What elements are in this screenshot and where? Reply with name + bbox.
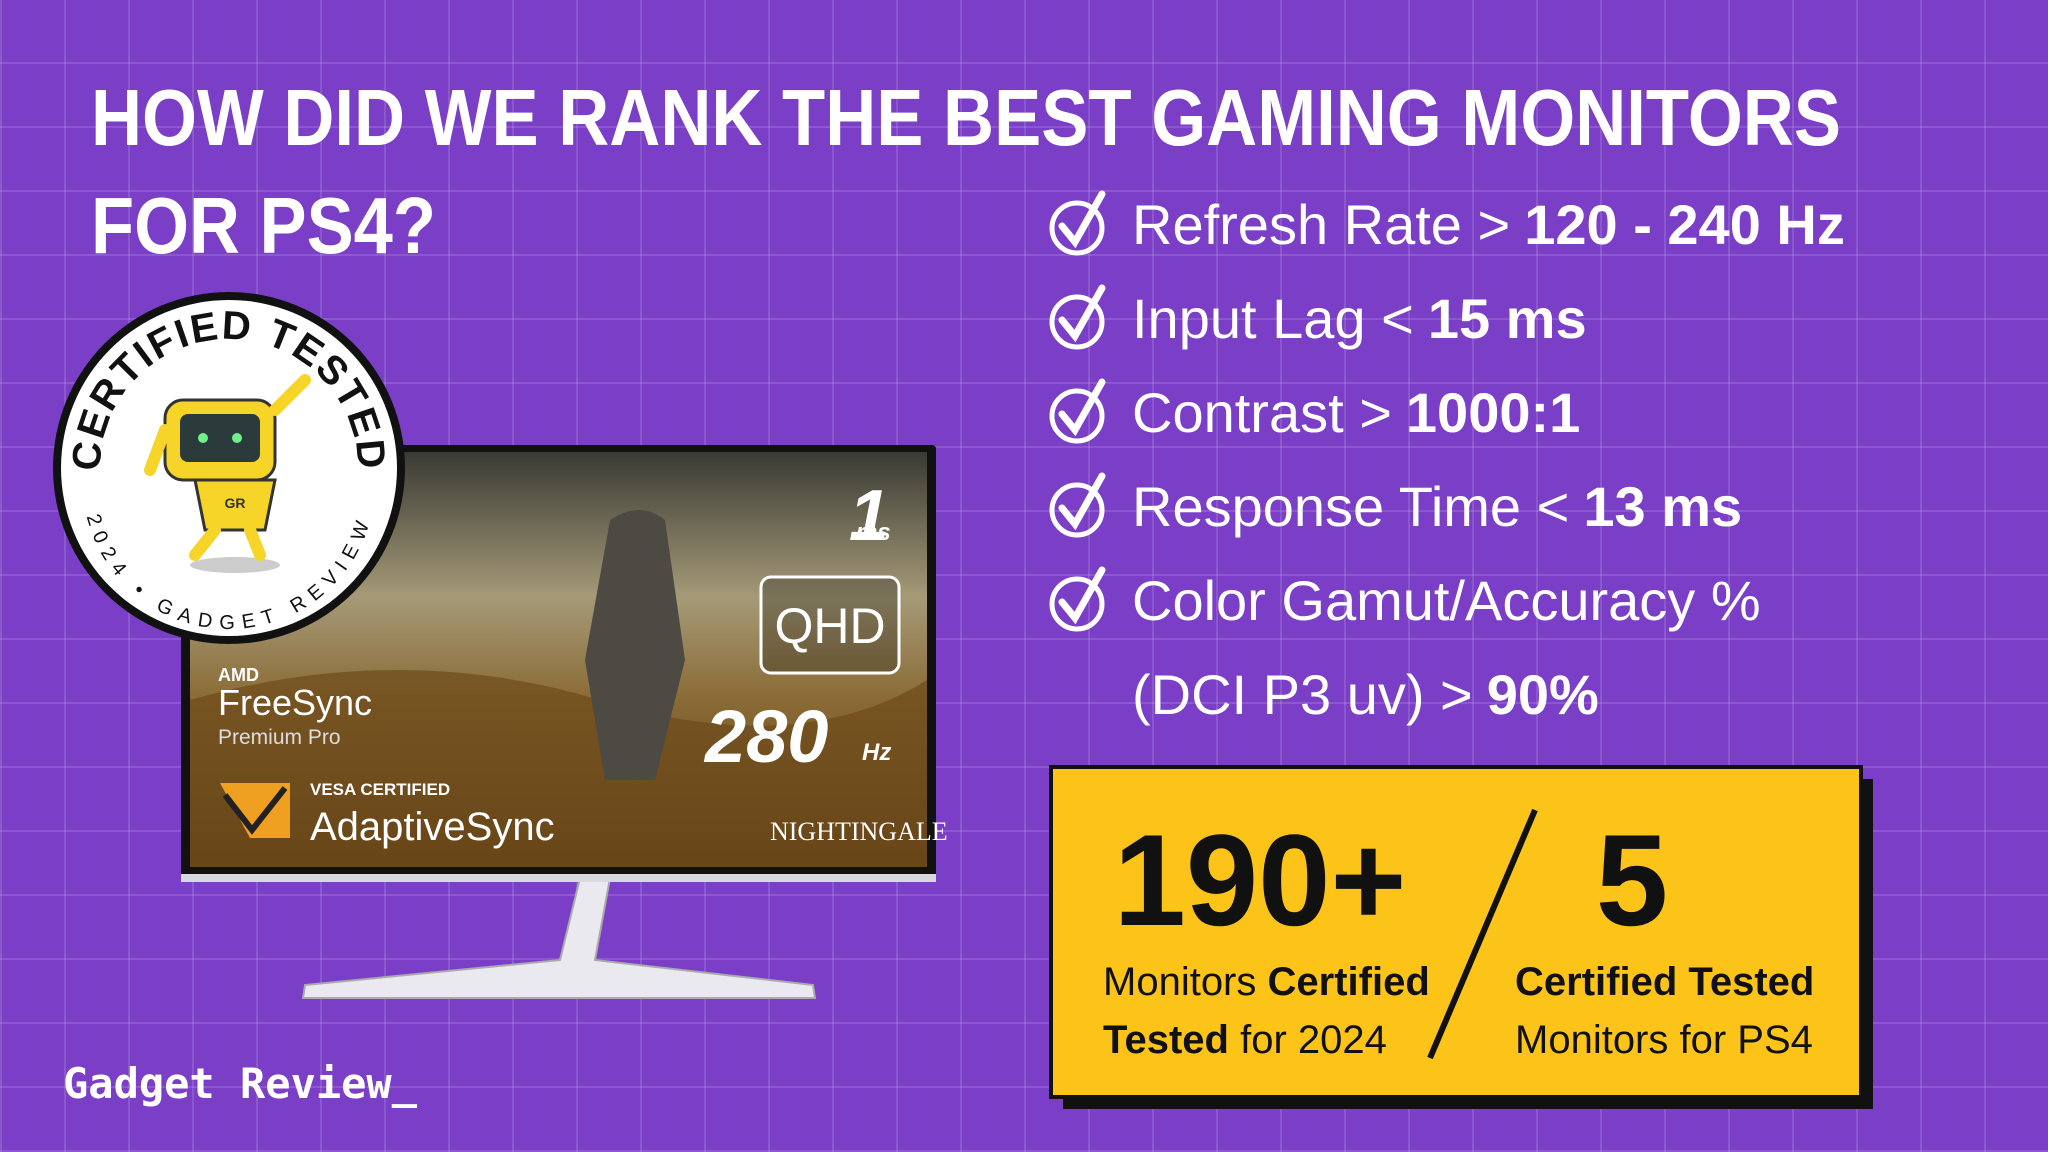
game-logo: NIGHTINGALE: [770, 817, 948, 846]
check-mark: [1058, 378, 1106, 437]
stats: 190+ Monitors Certified Tested for 2024 5 Ce…: [1103, 807, 1814, 1062]
criterion: Input Lag <15 ms: [1132, 287, 1587, 350]
freesync-logo: FreeSync: [218, 682, 372, 723]
stats-box: 190+ Monitors Certified Tested for 2024 5 Ce…: [1049, 765, 1873, 1109]
response-badge: 1: [849, 476, 889, 556]
criterion-value: 15 ms: [1428, 287, 1587, 350]
criterion-label: (DCI P3 uv) >: [1132, 663, 1473, 726]
resolution-badge: QHD: [774, 598, 885, 654]
vesa-label: VESA CERTIFIED: [310, 780, 450, 799]
stat-caption: Tested for 2024: [1103, 1018, 1387, 1062]
stat-caption-part: Tested: [1103, 1018, 1229, 1062]
amd-logo: AMD: [218, 665, 259, 685]
stat-caption: Monitors Certified: [1103, 960, 1430, 1004]
stat-number: 5: [1596, 807, 1668, 953]
check-mark: [1058, 566, 1106, 625]
criterion-value: 90%: [1487, 663, 1599, 726]
adaptivesync-logo: AdaptiveSync: [310, 805, 555, 849]
check-icon: [1049, 378, 1106, 444]
check-mark: [1058, 284, 1106, 343]
brand-logo: Gadget Review_: [63, 1059, 418, 1108]
check-circle: [1049, 482, 1105, 538]
freesync-tier: Premium Pro: [218, 726, 341, 749]
criterion: Response Time <13 ms: [1132, 475, 1742, 538]
stat-caption: Monitors for PS4: [1515, 1018, 1813, 1062]
criterion: Color Gamut/Accuracy %: [1132, 569, 1761, 632]
criterion-value: 1000:1: [1406, 381, 1580, 444]
criterion-label: Response Time <: [1132, 475, 1569, 538]
check-icon: [1049, 284, 1106, 350]
check-circle: [1049, 388, 1105, 444]
criterion-label: Refresh Rate >: [1132, 193, 1510, 256]
criteria-list: Refresh Rate >120 - 240 Hz Input Lag <15 …: [1049, 190, 1845, 726]
check-icon: [1049, 190, 1106, 256]
check-icon: [1049, 472, 1106, 538]
check-circle: [1049, 294, 1105, 350]
check-mark: [1058, 190, 1106, 249]
criterion-value: 13 ms: [1583, 475, 1742, 538]
title-line: HOW DID WE RANK THE BEST GAMING MONITORS: [91, 73, 1841, 162]
criterion-label: Input Lag <: [1132, 287, 1414, 350]
refresh-badge: 280: [703, 695, 828, 778]
stat-caption-part: Certified: [1268, 960, 1430, 1004]
stat-caption-part: Monitors for PS4: [1515, 1018, 1813, 1062]
criterion-value: 120 - 240 Hz: [1524, 193, 1845, 256]
check-circle: [1049, 200, 1105, 256]
title: HOW DID WE RANK THE BEST GAMING MONITORS…: [91, 73, 1841, 270]
criterion: Refresh Rate >120 - 240 Hz: [1132, 193, 1845, 256]
stat-caption-part: for 2024: [1229, 1018, 1387, 1062]
stat-caption: Certified Tested: [1515, 960, 1814, 1004]
stat-caption-part: Monitors: [1103, 960, 1268, 1004]
criterion: Contrast >1000:1: [1132, 381, 1580, 444]
check-circle: [1049, 576, 1105, 632]
stat-caption-part: Certified Tested: [1515, 960, 1814, 1004]
title-line: FOR PS4?: [91, 181, 436, 270]
criterion: (DCI P3 uv) >90%: [1132, 663, 1599, 726]
robot-logo: GR: [225, 495, 246, 511]
check-mark: [1058, 472, 1106, 531]
check-icon: [1049, 566, 1106, 632]
certified-badge: CERTIFIED TESTED 2024 • GADGET REVIEW GR: [53, 292, 405, 644]
criterion-label: Contrast >: [1132, 381, 1392, 444]
refresh-unit: Hz: [862, 739, 891, 766]
criterion-label: Color Gamut/Accuracy %: [1132, 569, 1761, 632]
response-unit: ms: [856, 519, 891, 546]
stat-number: 190+: [1114, 807, 1407, 953]
